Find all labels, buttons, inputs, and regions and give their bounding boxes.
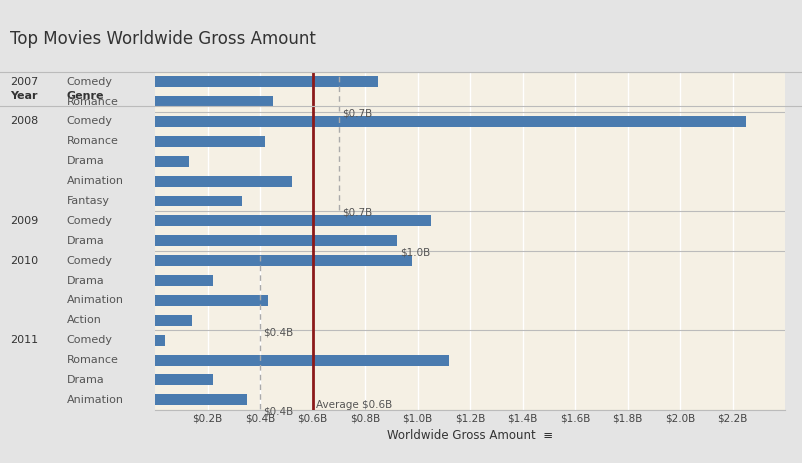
Bar: [155, 136, 265, 147]
Text: Drama: Drama: [67, 275, 104, 286]
Text: 2011: 2011: [10, 335, 38, 345]
Text: $0.4B: $0.4B: [263, 327, 293, 337]
Bar: [155, 175, 291, 187]
Text: Genre: Genre: [67, 91, 104, 101]
Text: 2009: 2009: [10, 216, 38, 226]
Text: Animation: Animation: [67, 176, 124, 186]
Text: Top Movies Worldwide Gross Amount: Top Movies Worldwide Gross Amount: [10, 31, 316, 49]
Text: Drama: Drama: [67, 375, 104, 385]
Bar: [155, 394, 246, 405]
Bar: [155, 375, 213, 385]
Text: Average $0.6B: Average $0.6B: [315, 400, 391, 410]
Text: Fantasy: Fantasy: [67, 196, 110, 206]
Text: Comedy: Comedy: [67, 256, 112, 266]
Bar: [155, 235, 396, 246]
Bar: [155, 355, 448, 365]
Bar: [155, 335, 165, 346]
Text: Comedy: Comedy: [67, 77, 112, 87]
Text: $0.7B: $0.7B: [342, 208, 372, 218]
Bar: [155, 156, 189, 167]
Text: $0.7B: $0.7B: [342, 108, 372, 119]
Text: Comedy: Comedy: [67, 216, 112, 226]
Text: Comedy: Comedy: [67, 117, 112, 126]
Text: Animation: Animation: [67, 395, 124, 405]
Bar: [155, 195, 241, 206]
Text: 2008: 2008: [10, 117, 38, 126]
Bar: [155, 76, 378, 87]
Bar: [155, 295, 268, 306]
Bar: [155, 215, 430, 226]
Text: $0.4B: $0.4B: [263, 407, 293, 417]
Text: Drama: Drama: [67, 156, 104, 166]
Bar: [155, 116, 745, 127]
Text: 2010: 2010: [10, 256, 38, 266]
Bar: [155, 96, 273, 107]
Bar: [155, 315, 192, 326]
Text: Action: Action: [67, 315, 101, 325]
Text: Comedy: Comedy: [67, 335, 112, 345]
Text: Animation: Animation: [67, 295, 124, 306]
Text: Year: Year: [10, 91, 38, 101]
Text: Romance: Romance: [67, 97, 119, 106]
Bar: [155, 275, 213, 286]
Text: 2007: 2007: [10, 77, 38, 87]
X-axis label: Worldwide Gross Amount  ≡: Worldwide Gross Amount ≡: [387, 430, 553, 443]
Text: Romance: Romance: [67, 355, 119, 365]
Text: $1.0B: $1.0B: [400, 248, 430, 258]
Bar: [155, 255, 412, 266]
Text: Romance: Romance: [67, 136, 119, 146]
Text: Drama: Drama: [67, 236, 104, 246]
